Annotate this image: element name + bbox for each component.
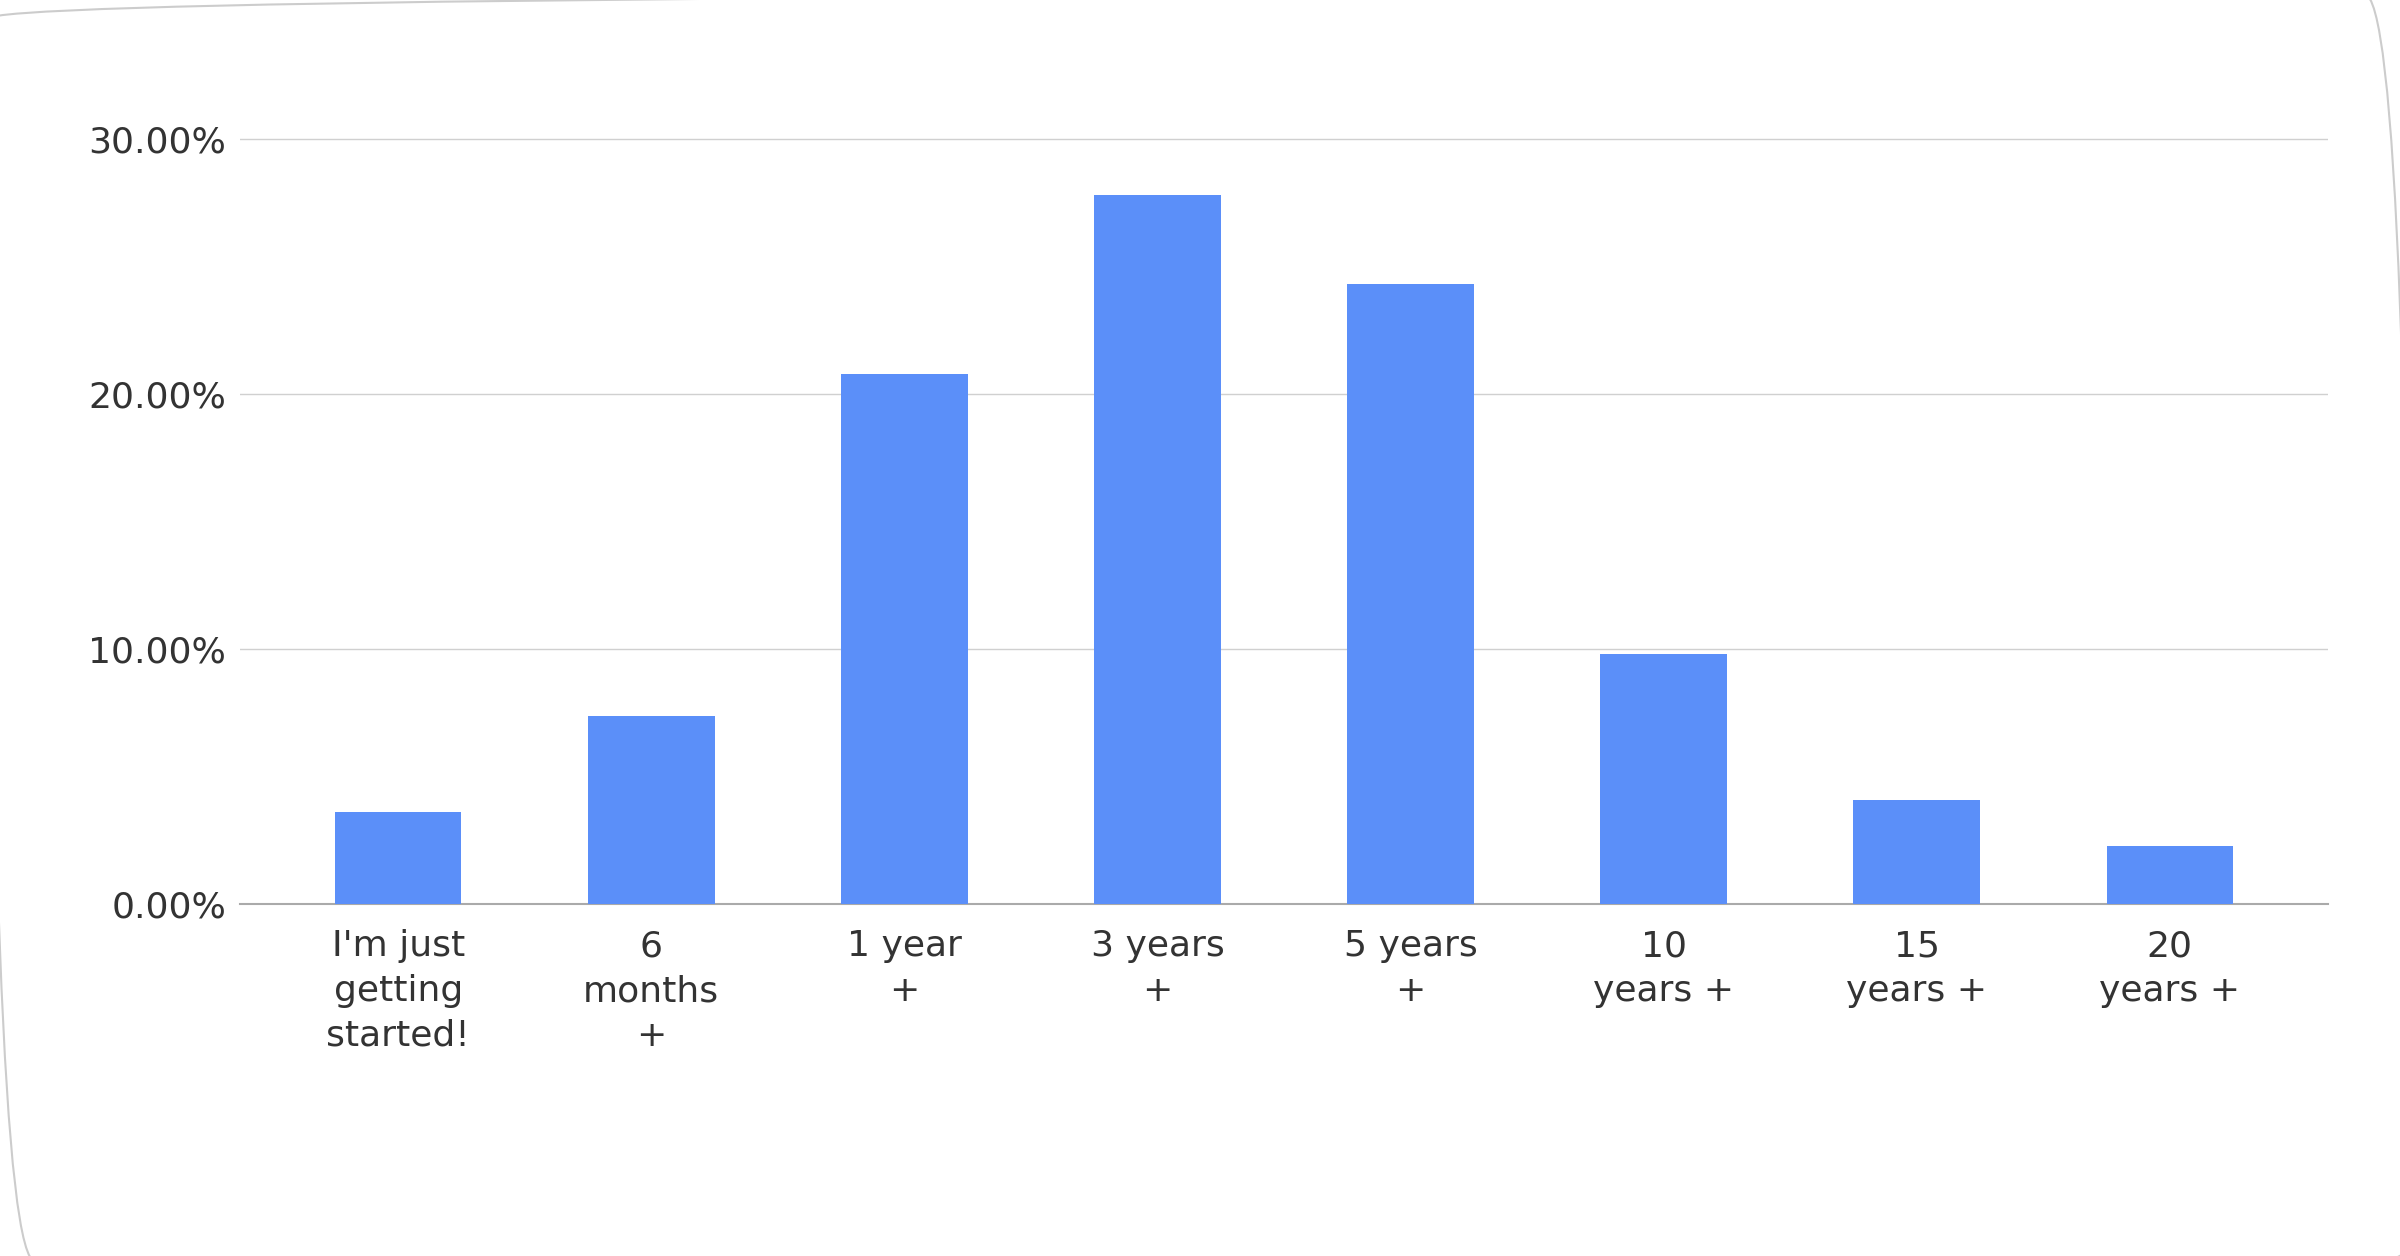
Bar (588, 716, 715, 904)
Bar (1601, 654, 1728, 904)
Bar (1346, 284, 1474, 904)
Bar (1094, 195, 1222, 904)
Bar (336, 813, 461, 904)
Bar (1853, 800, 1980, 904)
Bar (2107, 845, 2232, 904)
Bar (840, 373, 967, 904)
